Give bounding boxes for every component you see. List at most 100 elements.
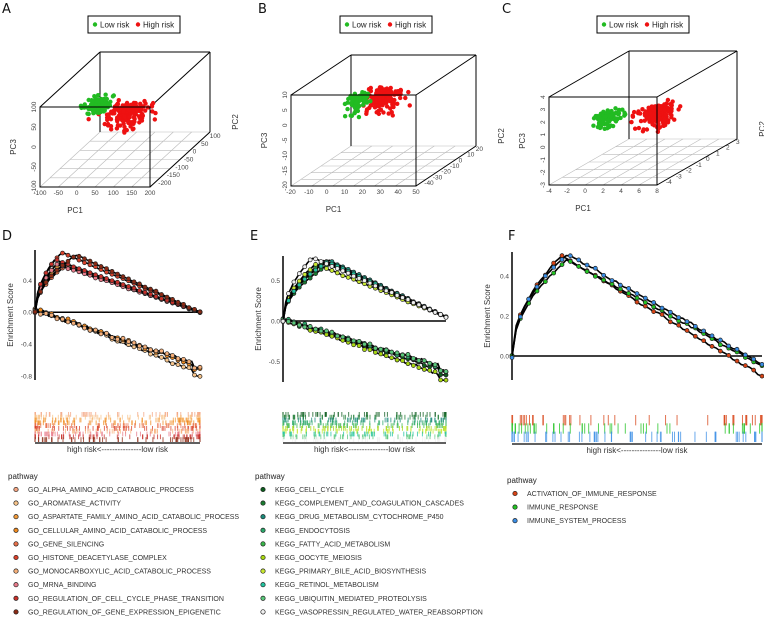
data-point-high-risk: [656, 103, 661, 108]
data-point-high-risk: [665, 120, 671, 125]
enrichment-point: [601, 272, 607, 278]
enrichment-point: [742, 363, 748, 368]
legend-pathway-label: KEGG_OOCYTE_MEIOSIS: [275, 555, 362, 562]
enrichment-point: [38, 311, 43, 317]
data-point-high-risk: [364, 107, 370, 112]
x-tick-label: 2: [601, 188, 605, 195]
enrichment-point: [576, 264, 582, 269]
box-front-face: [39, 106, 151, 188]
enrichment-point: [559, 262, 565, 267]
legend-pathway-label: GO_ALPHA_AMINO_ACID_CATABOLIC_PROCESS: [28, 487, 194, 494]
legend-marker: [512, 518, 518, 524]
enrichment-point: [551, 270, 557, 276]
y-tick-label: -100: [31, 180, 38, 193]
enrichment-point: [286, 319, 291, 324]
data-point-low-risk: [597, 116, 603, 122]
legend-low-risk-label: Low risk: [352, 21, 382, 30]
legend-pathway-label: KEGG_PRIMARY_BILE_ACID_BIOSYNTHESIS: [275, 569, 427, 576]
enrichment-point: [411, 356, 416, 361]
y-tick-label: -5: [282, 137, 289, 143]
enrichment-point: [93, 327, 98, 333]
legend-title: pathway: [507, 476, 537, 485]
enrichment-point: [692, 333, 698, 339]
data-point-high-risk: [662, 107, 667, 113]
x-tick-label: 0: [75, 190, 79, 197]
data-point-high-risk: [653, 104, 658, 109]
enrichment-point: [551, 264, 557, 270]
enrichment-point: [659, 305, 665, 311]
enrichment-point: [421, 304, 427, 310]
enrichment-point: [197, 364, 203, 370]
legend-box: [596, 15, 690, 34]
y-tick-label: 0: [282, 123, 289, 127]
z-tick-label: 3: [736, 139, 740, 146]
data-point-low-risk: [342, 114, 348, 119]
enrichment-point: [394, 350, 400, 356]
data-point-high-risk: [651, 116, 656, 122]
data-point-low-risk: [608, 113, 613, 119]
box-front-face: [290, 94, 417, 187]
enrichment-point: [567, 259, 573, 264]
y-tick-label: 0.0: [500, 354, 509, 361]
data-point-high-risk: [648, 110, 653, 116]
enrichment-point: [576, 257, 582, 263]
data-point-high-risk: [655, 110, 660, 115]
z-tick-label: 10: [467, 152, 475, 159]
legend-pathway-label: KEGG_CELL_CYCLE: [275, 487, 344, 494]
legend-pathway-label: ACTIVATION_OF_IMMUNE_RESPONSE: [527, 491, 657, 498]
enrichment-point: [759, 362, 764, 367]
enrichment-point: [626, 291, 632, 296]
y-tick-label: -2: [540, 169, 547, 175]
data-point-high-risk: [386, 111, 391, 116]
enrichment-point: [159, 292, 164, 297]
enrichment-point: [65, 319, 71, 325]
enrichment-point: [626, 286, 632, 291]
enrichment-point: [351, 273, 356, 279]
enrichment-point: [667, 309, 673, 315]
enrichment-point: [115, 336, 120, 342]
x-axis-label: PC1: [575, 204, 591, 213]
legend-pathway-label: KEGG_UBIQUITIN_MEDIATED_PROTEOLYSIS: [275, 596, 427, 603]
x-tick-label: 200: [145, 190, 156, 197]
legend-low-risk-marker: [344, 22, 350, 27]
legend-marker: [13, 582, 19, 588]
enrichment-point: [82, 325, 87, 331]
data-point-low-risk: [111, 93, 117, 98]
x-axis-label: PC1: [326, 205, 342, 214]
x-tick-label: -4: [546, 188, 552, 195]
enrichment-point: [667, 319, 673, 325]
enrichment-point: [324, 266, 329, 271]
enrichment-point: [131, 285, 137, 291]
enrichment-point: [405, 352, 411, 357]
data-point-low-risk: [605, 118, 610, 123]
legend-marker: [512, 490, 518, 497]
data-point-high-risk: [636, 125, 642, 131]
enrichment-point: [373, 283, 378, 289]
legend-marker: [260, 568, 266, 574]
enrichment-point: [76, 322, 82, 328]
enrichment-point: [43, 311, 49, 316]
enrichment-point: [373, 345, 378, 351]
y-tick-label: 0.2: [500, 314, 509, 321]
enrichment-point: [82, 268, 87, 273]
panel-label-b: B: [258, 2, 267, 17]
enrichment-point: [383, 353, 389, 359]
legend-marker: [260, 595, 266, 601]
enrichment-point: [438, 368, 443, 373]
enrichment-point: [416, 358, 422, 363]
data-point-low-risk: [606, 109, 612, 114]
enrichment-point: [438, 377, 443, 383]
data-point-low-risk: [356, 114, 362, 120]
enrichment-point: [186, 359, 192, 365]
enrichment-point: [438, 312, 443, 317]
y-tick-label: 0: [540, 145, 547, 149]
enrichment-point: [634, 295, 640, 301]
scatter3d-panel-c: -4 -2 0 2 4 6 8-3-2-101234-4-3-2-10123PC1PC3PC…: [518, 15, 764, 213]
enrichment-point: [329, 263, 335, 269]
legend-high-risk-marker: [644, 22, 650, 27]
enrichment-point: [307, 267, 313, 273]
gsea-panel-e: 0.5 0.0 -0.5 Enrichment Score KEGG_CELL_CYCL…: [254, 256, 483, 616]
enrichment-point: [71, 264, 76, 270]
data-point-low-risk: [357, 103, 362, 109]
enrichment-point: [340, 268, 346, 274]
